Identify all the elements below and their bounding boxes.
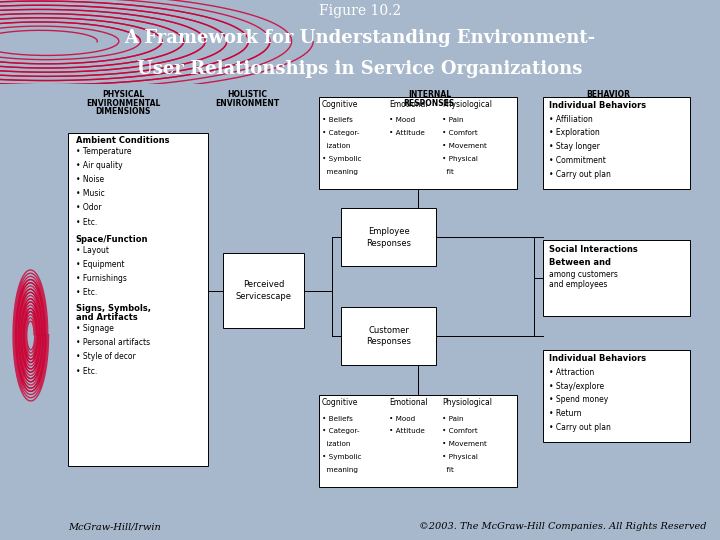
Text: • Mood: • Mood — [389, 416, 415, 422]
Text: Customer
Responses: Customer Responses — [366, 326, 411, 346]
Text: ENVIRONMENT: ENVIRONMENT — [215, 99, 279, 107]
Text: Cognitive: Cognitive — [322, 100, 359, 109]
Text: • Style of decor: • Style of decor — [76, 353, 135, 361]
Text: • Symbolic: • Symbolic — [322, 156, 361, 162]
Text: • Music: • Music — [76, 190, 104, 198]
Text: • Exploration: • Exploration — [549, 129, 599, 137]
Text: Figure 10.2: Figure 10.2 — [319, 4, 401, 18]
Text: ENVIRONMENTAL: ENVIRONMENTAL — [86, 99, 161, 107]
Text: • Stay/explore: • Stay/explore — [549, 382, 604, 390]
Text: ization: ization — [322, 441, 350, 447]
Text: • Equipment: • Equipment — [76, 260, 124, 269]
Text: Perceived
Servicescape: Perceived Servicescape — [235, 280, 292, 301]
Text: fit: fit — [442, 168, 454, 175]
Text: • Furnishings: • Furnishings — [76, 274, 127, 283]
Text: • Beliefs: • Beliefs — [322, 117, 353, 123]
Text: • Return: • Return — [549, 409, 581, 418]
Text: INTERNAL: INTERNAL — [408, 90, 451, 99]
Text: Individual Behaviors: Individual Behaviors — [549, 354, 646, 363]
Text: • Comfort: • Comfort — [442, 130, 478, 136]
Text: • Layout: • Layout — [76, 246, 109, 254]
Text: Physiological: Physiological — [442, 100, 492, 109]
Text: • Pain: • Pain — [442, 117, 464, 123]
Text: • Affiliation: • Affiliation — [549, 114, 593, 124]
Text: • Movement: • Movement — [442, 143, 487, 149]
Text: Employee
Responses: Employee Responses — [366, 227, 411, 247]
Bar — [222, 253, 305, 328]
Text: • Signage: • Signage — [76, 324, 114, 333]
Text: • Commitment: • Commitment — [549, 156, 606, 165]
Text: • Temperature: • Temperature — [76, 147, 131, 156]
Bar — [544, 350, 690, 442]
Text: User Relationships in Service Organizations: User Relationships in Service Organizati… — [138, 60, 582, 78]
Text: Emotional: Emotional — [389, 100, 428, 109]
Text: • Air quality: • Air quality — [76, 161, 122, 170]
Text: • Spend money: • Spend money — [549, 395, 608, 404]
Text: Space/Function: Space/Function — [76, 235, 148, 244]
Text: • Mood: • Mood — [389, 117, 415, 123]
Text: • Comfort: • Comfort — [442, 428, 478, 434]
Text: • Beliefs: • Beliefs — [322, 416, 353, 422]
Text: BEHAVIOR: BEHAVIOR — [587, 90, 631, 99]
Text: • Personal artifacts: • Personal artifacts — [76, 338, 150, 347]
Text: • Etc.: • Etc. — [76, 218, 96, 227]
Text: • Physical: • Physical — [442, 156, 478, 162]
Text: Between and: Between and — [549, 258, 611, 267]
Text: PHYSICAL: PHYSICAL — [102, 90, 144, 99]
Text: • Attitude: • Attitude — [389, 130, 425, 136]
Bar — [68, 133, 208, 466]
Text: ©2003. The McGraw-Hill Companies. All Rights Reserved: ©2003. The McGraw-Hill Companies. All Ri… — [419, 522, 706, 531]
Bar — [544, 240, 690, 315]
Text: • Symbolic: • Symbolic — [322, 454, 361, 460]
Text: • Odor: • Odor — [76, 204, 101, 212]
Text: • Physical: • Physical — [442, 454, 478, 460]
Text: RESPONSES: RESPONSES — [404, 99, 455, 107]
Text: ization: ization — [322, 143, 350, 149]
Text: Physiological: Physiological — [442, 399, 492, 407]
Text: • Noise: • Noise — [76, 175, 104, 184]
Text: • Attitude: • Attitude — [389, 428, 425, 434]
Text: DIMENSIONS: DIMENSIONS — [96, 107, 150, 116]
Text: Signs, Symbols,: Signs, Symbols, — [76, 304, 150, 313]
Text: meaning: meaning — [322, 467, 358, 473]
Bar — [318, 395, 517, 487]
Bar — [341, 208, 436, 266]
Text: • Carry out plan: • Carry out plan — [549, 423, 611, 432]
Text: among customers: among customers — [549, 269, 618, 279]
Text: Cognitive: Cognitive — [322, 399, 359, 407]
Text: Individual Behaviors: Individual Behaviors — [549, 101, 646, 110]
Text: McGraw-Hill/Irwin: McGraw-Hill/Irwin — [68, 522, 161, 531]
Text: • Stay longer: • Stay longer — [549, 142, 600, 151]
Text: • Attraction: • Attraction — [549, 368, 594, 377]
Text: • Etc.: • Etc. — [76, 288, 96, 297]
Text: and Artifacts: and Artifacts — [76, 313, 138, 322]
Text: • Pain: • Pain — [442, 416, 464, 422]
Text: • Carry out plan: • Carry out plan — [549, 170, 611, 179]
Text: • Etc.: • Etc. — [76, 367, 96, 376]
Text: fit: fit — [442, 467, 454, 473]
Text: and employees: and employees — [549, 280, 607, 289]
Text: HOLISTIC: HOLISTIC — [227, 90, 267, 99]
Text: • Categor-: • Categor- — [322, 428, 359, 434]
Bar — [341, 307, 436, 365]
Text: • Movement: • Movement — [442, 441, 487, 447]
Text: meaning: meaning — [322, 168, 358, 175]
Text: A Framework for Understanding Environment-: A Framework for Understanding Environmen… — [125, 29, 595, 48]
Text: Ambient Conditions: Ambient Conditions — [76, 136, 169, 145]
Text: Social Interactions: Social Interactions — [549, 245, 637, 254]
Bar — [318, 97, 517, 189]
Bar — [544, 97, 690, 189]
Text: • Categor-: • Categor- — [322, 130, 359, 136]
Text: Emotional: Emotional — [389, 399, 428, 407]
